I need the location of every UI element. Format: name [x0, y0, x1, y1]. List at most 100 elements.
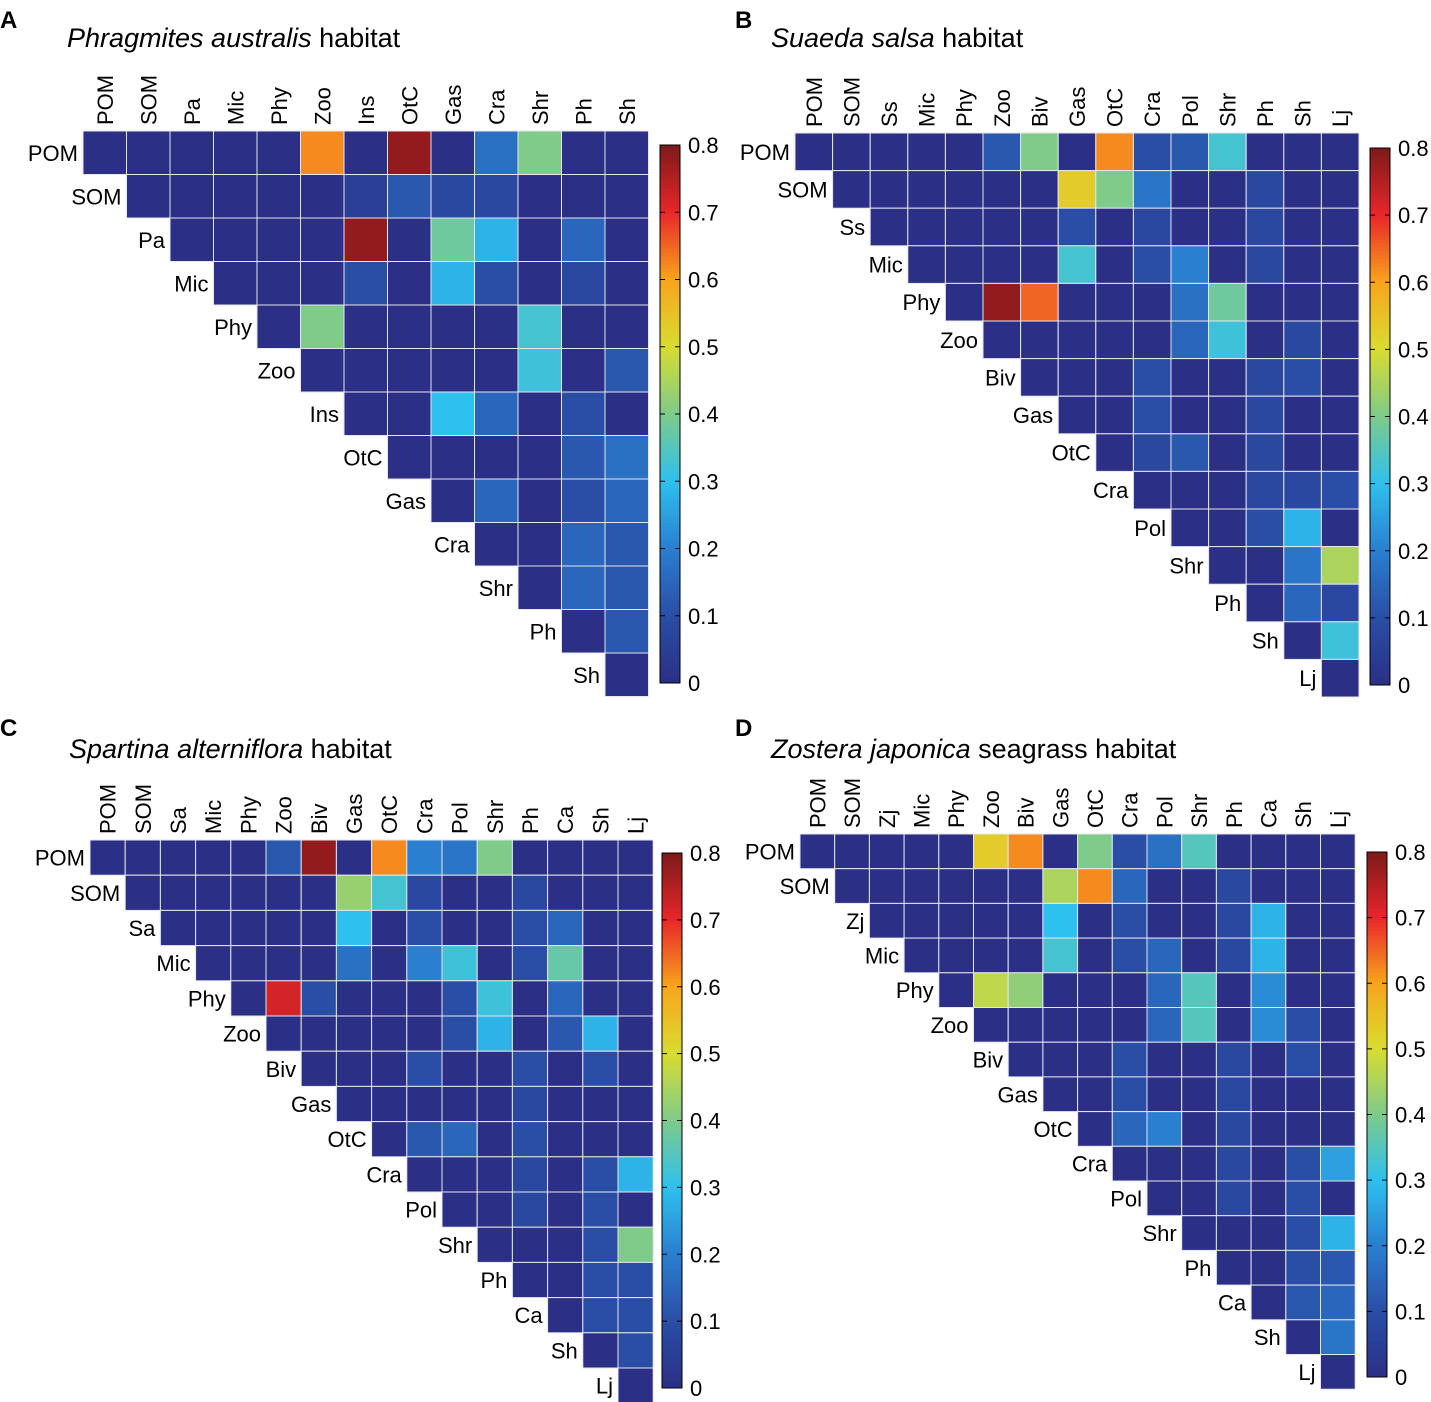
heatmap-cell — [511, 1085, 549, 1123]
heatmap-cell — [1170, 207, 1210, 247]
row-label: Shr — [438, 1233, 472, 1258]
heatmap-cell — [1146, 972, 1183, 1008]
heatmap-cell — [511, 1121, 549, 1158]
row-label: OtC — [1052, 441, 1091, 466]
colorbar-tick-label: 0.8 — [688, 133, 719, 158]
heatmap-cell — [300, 348, 345, 393]
heatmap-cell — [1285, 1215, 1322, 1251]
row-label: Gas — [1013, 403, 1053, 428]
heatmap-cell — [1007, 937, 1044, 974]
heatmap-cell — [1077, 868, 1113, 904]
colorbar-tick-label: 0.6 — [1398, 270, 1429, 295]
panel-letter: B — [735, 7, 752, 34]
heatmap-cell — [1181, 833, 1217, 870]
heatmap-cell — [1320, 282, 1360, 322]
column-label: Mic — [201, 800, 226, 834]
panel-title: Suaeda salsa habitat — [771, 23, 1024, 53]
row-label: Shr — [1169, 553, 1203, 578]
heatmap-cell — [335, 945, 373, 982]
heatmap-cell — [387, 391, 432, 436]
heatmap-cell — [561, 522, 606, 567]
heatmap-cell — [1007, 902, 1044, 939]
row-label: Pa — [138, 228, 166, 253]
colorbar-tick-label: 0.5 — [688, 335, 719, 360]
heatmap-cell — [335, 1050, 373, 1087]
heatmap-cell — [547, 839, 584, 876]
heatmap-cell — [982, 320, 1022, 360]
heatmap-cell — [582, 909, 619, 947]
heatmap-cell — [561, 565, 606, 610]
colorbar-tick-label: 0.1 — [1395, 1299, 1426, 1324]
column-label: Lj — [624, 817, 649, 834]
heatmap-cell — [265, 1015, 302, 1052]
heatmap-cell — [371, 909, 408, 947]
heatmap-cell — [1215, 868, 1252, 904]
column-label: OtC — [377, 795, 402, 834]
heatmap-cell — [604, 652, 649, 697]
colorbar-tick-label: 0.8 — [1395, 840, 1426, 865]
row-label: Phy — [188, 986, 226, 1011]
heatmap-cell — [230, 874, 267, 911]
row-label: Sh — [573, 663, 600, 688]
heatmap-cell — [1283, 320, 1322, 360]
heatmap-cell — [1095, 358, 1134, 397]
heatmap-cell — [617, 980, 654, 1017]
row-label: Mic — [865, 943, 899, 968]
heatmap-cell — [1285, 1249, 1322, 1286]
heatmap-cell — [938, 902, 974, 939]
column-label: OtC — [1103, 88, 1128, 127]
heatmap-cell — [213, 174, 258, 219]
heatmap-cell — [868, 833, 905, 870]
colorbar-tick-label: 0.6 — [1395, 971, 1426, 996]
column-label: Sh — [615, 98, 640, 125]
colorbar-tick-label: 0 — [1395, 1365, 1407, 1390]
heatmap-cell — [903, 833, 940, 870]
heatmap-cell — [1042, 1076, 1079, 1113]
heatmap-cell — [944, 245, 984, 284]
heatmap-cell — [476, 909, 513, 947]
heatmap-cell — [1020, 207, 1059, 247]
heatmap-cell — [230, 839, 267, 876]
heatmap-cell — [547, 1261, 584, 1299]
heatmap-cell — [1320, 320, 1360, 360]
column-label: Gas — [1048, 788, 1073, 828]
heatmap-cell — [265, 909, 302, 947]
heatmap-cell — [938, 972, 974, 1008]
heatmap-cell — [300, 909, 337, 947]
column-label: Pol — [1178, 95, 1203, 127]
column-label: Zj — [875, 810, 900, 828]
heatmap-cell — [1285, 1076, 1322, 1113]
heatmap-cell — [604, 391, 649, 436]
heatmap-cell — [1245, 282, 1285, 322]
heatmap-cell — [1111, 1007, 1148, 1043]
heatmap-cell — [1042, 1007, 1079, 1043]
heatmap-cell — [582, 1015, 619, 1052]
heatmap-cell — [406, 1121, 443, 1158]
heatmap-cell — [1245, 245, 1285, 284]
heatmap-cell — [430, 391, 475, 436]
colorbar-tick-label: 0.2 — [688, 537, 719, 562]
heatmap-cell — [604, 217, 649, 262]
heatmap-cell — [1132, 433, 1172, 472]
heatmap-cell — [907, 207, 946, 247]
heatmap-cell — [1146, 1041, 1183, 1078]
heatmap-cell — [547, 1191, 584, 1228]
heatmap-cell — [547, 980, 584, 1017]
heatmap-cell — [617, 1332, 654, 1369]
heatmap-cell — [387, 435, 432, 480]
panel-d: D Zostera japonica seagrass habitat POM SOM… — [735, 715, 1426, 1390]
heatmap-cell — [511, 874, 549, 911]
title-suffix: habitat — [935, 23, 1024, 53]
heatmap-cell — [1208, 132, 1247, 172]
heatmap-cell — [547, 1085, 584, 1123]
heatmap-cell — [561, 304, 606, 349]
heatmap-cell — [441, 1156, 478, 1193]
heatmap-cell — [604, 435, 649, 480]
heatmap-cell — [195, 839, 232, 876]
heatmap-cell — [582, 945, 619, 982]
heatmap-cell — [387, 261, 432, 306]
heatmap-cell — [474, 261, 519, 306]
heatmap-cell — [371, 1015, 408, 1052]
heatmap-cell — [1320, 902, 1356, 939]
